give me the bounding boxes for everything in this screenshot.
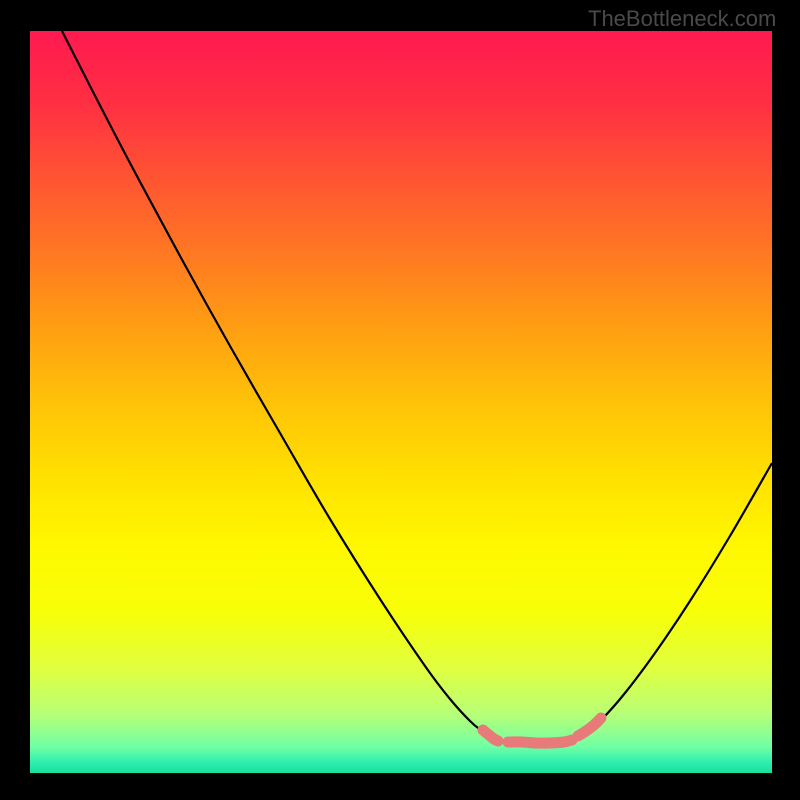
highlight-segment-2 xyxy=(578,718,601,736)
bottleneck-curve xyxy=(30,31,772,773)
highlight-segment-1 xyxy=(508,740,572,743)
main-curve-path xyxy=(62,31,772,741)
watermark-text: TheBottleneck.com xyxy=(588,6,776,32)
highlight-segment-0 xyxy=(483,730,498,741)
outer-frame: TheBottleneck.com xyxy=(0,0,800,800)
plot-area xyxy=(30,31,772,773)
